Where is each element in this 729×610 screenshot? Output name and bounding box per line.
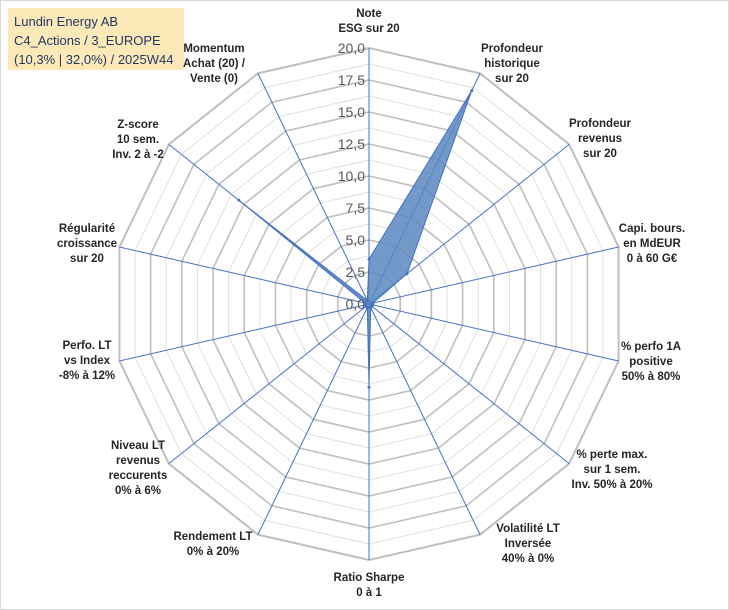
axis-spoke bbox=[257, 303, 370, 535]
axis-label: Rendement LT 0% à 20% bbox=[173, 531, 252, 558]
axis-spoke bbox=[368, 246, 619, 305]
tick-label: 20,0 bbox=[338, 40, 365, 56]
chart-title-line: C4_Actions / 3_EUROPE bbox=[14, 33, 161, 48]
axis-spoke bbox=[368, 303, 481, 535]
data-point bbox=[405, 272, 409, 276]
tick-label: 15,0 bbox=[338, 104, 365, 120]
chart-title-line: (10,3% | 32,0%) / 2025W44 bbox=[14, 52, 174, 67]
axis-spoke bbox=[119, 246, 370, 305]
tick-label: 7,5 bbox=[346, 200, 366, 216]
data-point bbox=[237, 198, 241, 202]
axis-label: Ratio Sharpe 0 à 1 bbox=[334, 572, 405, 599]
tick-label: 0,0 bbox=[346, 296, 366, 312]
axis-label: Z-score 10 sem. Inv. 2 à -2 bbox=[112, 119, 164, 161]
tick-label: 2,5 bbox=[346, 264, 366, 280]
data-point bbox=[367, 385, 371, 389]
axis-spoke bbox=[168, 303, 370, 465]
axis-spoke bbox=[257, 73, 370, 305]
axis-label: Volatilité LT Inversée 40% à 0% bbox=[496, 523, 559, 565]
axis-spoke bbox=[368, 303, 619, 362]
data-point bbox=[470, 89, 474, 93]
axis-label: Profondeur revenus sur 20 bbox=[569, 118, 631, 160]
chart-title-box: Lundin Energy AB C4_Actions / 3_EUROPE (… bbox=[8, 8, 184, 70]
tick-label: 17,5 bbox=[338, 72, 365, 88]
axis-label: Note ESG sur 20 bbox=[338, 8, 399, 35]
axis-label: % perte max. sur 1 sem. Inv. 50% à 20% bbox=[572, 449, 653, 491]
axis-label: Perfo. LT vs Index -8% à 12% bbox=[59, 340, 115, 382]
tick-label: 12,5 bbox=[338, 136, 365, 152]
data-point bbox=[367, 257, 371, 261]
axis-label: Profondeur historique sur 20 bbox=[481, 43, 543, 85]
tick-label: 10,0 bbox=[338, 168, 365, 184]
data-point bbox=[369, 305, 373, 309]
axis-label: Momentum Achat (20) / Vente (0) bbox=[183, 43, 246, 85]
axis-label: Niveau LT revenus reccurents 0% à 6% bbox=[109, 440, 168, 497]
data-point bbox=[365, 299, 369, 303]
axis-spoke bbox=[368, 303, 570, 465]
tick-label: 5,0 bbox=[346, 232, 366, 248]
axis-label: % perfo 1A positive 50% à 80% bbox=[621, 341, 681, 383]
chart-title-line: Lundin Energy AB bbox=[14, 14, 119, 29]
data-point bbox=[363, 301, 367, 305]
axis-spoke bbox=[119, 303, 370, 362]
axis-label: Capi. bours. en MdEUR 0 à 60 G€ bbox=[619, 223, 685, 265]
axis-label: Régularité croissance sur 20 bbox=[57, 223, 117, 265]
